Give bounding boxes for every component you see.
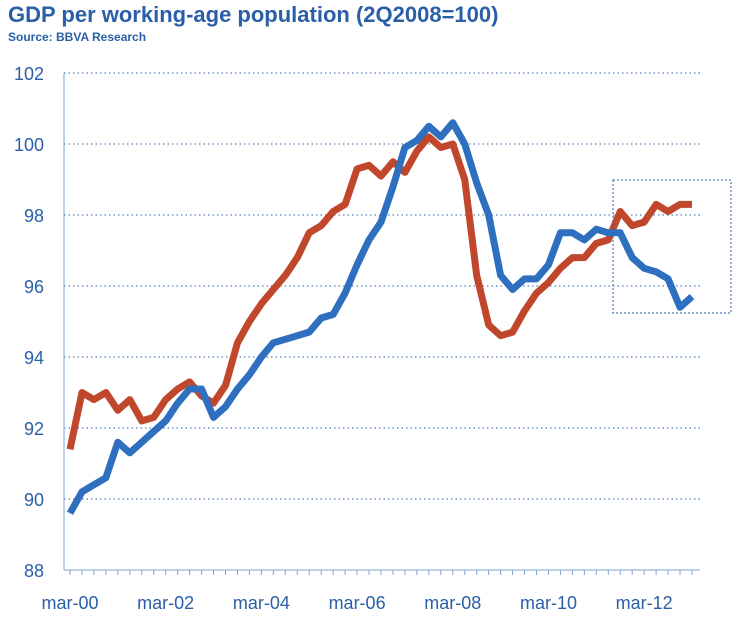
chart-source: Source: BBVA Research: [8, 30, 147, 44]
y-tick-label: 88: [24, 561, 44, 581]
y-tick-label: 90: [24, 490, 44, 510]
y-tick-label: 98: [24, 206, 44, 226]
x-tick-label: mar-12: [616, 593, 673, 613]
y-tick-label: 94: [24, 348, 44, 368]
series-lines: [66, 119, 695, 515]
x-tick-label: mar-10: [520, 593, 577, 613]
chart-title: GDP per working-age population (2Q2008=1…: [8, 2, 499, 27]
axes: [63, 73, 700, 575]
x-tick-label: mar-06: [329, 593, 386, 613]
y-tick-label: 102: [14, 64, 44, 84]
series-line-2: [66, 119, 695, 515]
x-tick-label: mar-00: [41, 593, 98, 613]
y-axis-tick-labels: 88 90 92 94 96 98 100 102: [14, 64, 44, 581]
x-tick-label: mar-08: [424, 593, 481, 613]
y-tick-label: 92: [24, 419, 44, 439]
y-tick-label: 100: [14, 135, 44, 155]
x-tick-label: mar-04: [233, 593, 290, 613]
y-tick-label: 96: [24, 277, 44, 297]
gridlines: [64, 72, 700, 500]
series-line-1: [66, 133, 692, 451]
highlight-box: [612, 179, 732, 314]
x-tick-label: mar-02: [137, 593, 194, 613]
x-axis-tick-labels: mar-00 mar-02 mar-04 mar-06 mar-08 mar-10 mar-…: [41, 593, 672, 613]
